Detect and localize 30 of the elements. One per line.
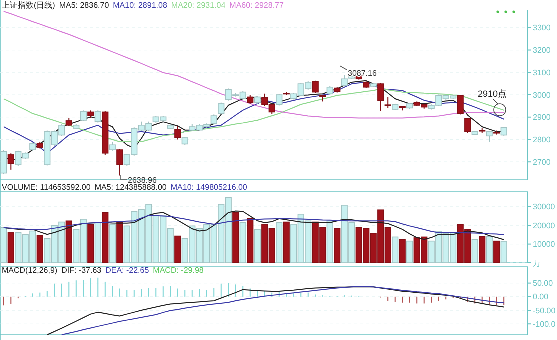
y-tick-label: 30000 bbox=[533, 202, 556, 212]
y-tick-label: 3200 bbox=[533, 46, 552, 56]
chart-title: MACD(12,26,9) bbox=[2, 266, 58, 275]
y-tick-label: 2700 bbox=[533, 158, 552, 167]
text: MA20: 2931.04 bbox=[171, 1, 226, 10]
text: MA5: 2836.70 bbox=[59, 1, 110, 10]
y-tick-label: 3100 bbox=[533, 68, 552, 78]
annotation: 2638.96 bbox=[128, 176, 158, 185]
y-tick-label: 10000 bbox=[533, 240, 556, 250]
y-tick-label: 2900 bbox=[533, 113, 552, 122]
y-tick-label: -50.00 bbox=[533, 306, 556, 316]
y-tick-label: 2800 bbox=[533, 136, 552, 145]
y-tick-label: -100.0 bbox=[533, 320, 556, 329]
text: MA10: 149805216.00 bbox=[170, 183, 248, 192]
annotation: 2910点 bbox=[478, 89, 508, 99]
y-tick-label: 3300 bbox=[533, 24, 552, 33]
annotation: 3087.16 bbox=[348, 69, 378, 78]
text: DEA: -22.65 bbox=[106, 266, 150, 275]
y-tick-label: 50.00 bbox=[533, 279, 554, 288]
chart-title: VOLUME: 114653592.00 bbox=[2, 183, 92, 192]
text: DIF: -37.63 bbox=[62, 266, 102, 275]
y-tick-label: 0.00 bbox=[533, 292, 550, 302]
y-tick-label: 万 bbox=[533, 258, 541, 268]
series-label: MACD: -29.98 bbox=[153, 266, 204, 275]
y-tick-label: 3000 bbox=[533, 90, 552, 100]
text: MA10: 2891.08 bbox=[113, 1, 168, 10]
chart-title: 上证指数(日线) bbox=[2, 1, 56, 10]
y-tick-label: 20000 bbox=[533, 221, 556, 230]
text: MA60: 2928.77 bbox=[230, 1, 284, 10]
text: MA5: 124385888.00 bbox=[94, 183, 168, 192]
